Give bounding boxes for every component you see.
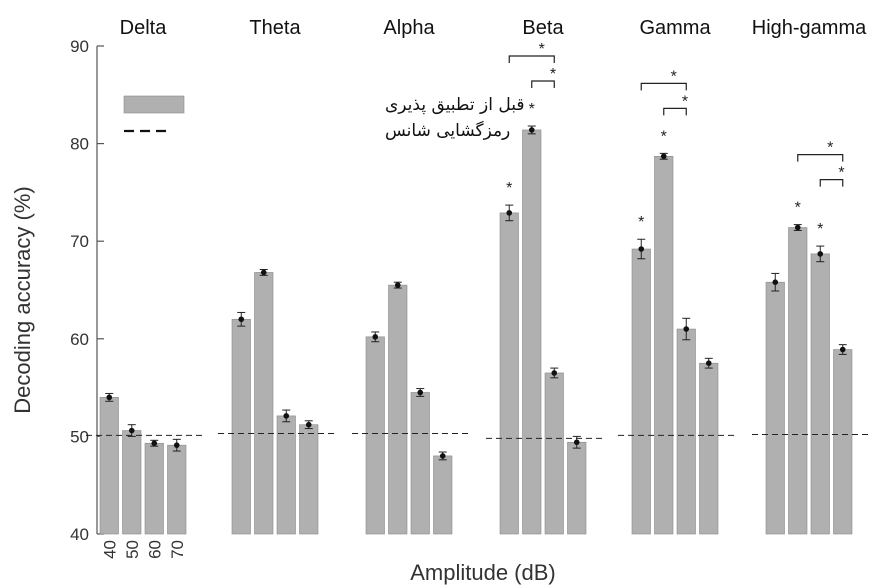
group-gamma: Gamma * * * * <box>618 17 736 535</box>
mean-point <box>705 360 712 367</box>
bar-alpha-50 <box>388 284 408 535</box>
group-label: High-gamma <box>752 17 867 39</box>
mean-point <box>683 326 690 332</box>
mean-point <box>394 282 401 288</box>
legend-bar-swatch <box>123 95 185 114</box>
y-axis: 40 50 60 70 80 90 <box>70 37 104 544</box>
bar-alpha-70 <box>433 455 453 535</box>
group-high-gamma: High-gamma * * * * <box>752 17 870 535</box>
mean-point <box>839 346 846 353</box>
bar-alpha-40 <box>365 336 385 535</box>
mean-point <box>772 279 779 285</box>
significance-bracket <box>640 82 687 91</box>
mean-point <box>283 413 290 419</box>
legend-chance-label: رمزگشایی شانس <box>385 120 510 141</box>
mean-point <box>372 334 379 340</box>
mean-point <box>151 440 158 447</box>
mean-point <box>506 210 513 216</box>
bar-theta-70 <box>299 424 319 535</box>
bar-gamma-50 <box>654 155 674 535</box>
bar-alpha-60 <box>410 392 430 535</box>
significance-star: * <box>817 221 823 238</box>
group-theta: Theta <box>218 17 336 535</box>
legend: قبل از تطبیق پذیری رمزگشایی شانس <box>123 95 524 141</box>
mean-point <box>305 421 312 428</box>
bracket-star: * <box>550 66 556 83</box>
bar-beta-50 <box>522 129 542 535</box>
mean-point <box>551 370 558 376</box>
significance-bracket <box>797 154 844 162</box>
mean-point <box>106 394 113 401</box>
x-tick-label-60: 60 <box>145 540 164 559</box>
bar-high-gamma-40 <box>765 281 785 535</box>
group-label: Beta <box>522 17 564 39</box>
significance-bracket <box>531 80 555 89</box>
bracket-star: * <box>671 68 677 85</box>
bar-gamma-70 <box>699 362 719 535</box>
group-alpha: Alpha <box>352 17 470 535</box>
bracket-star: * <box>838 165 844 182</box>
mean-point <box>794 224 801 231</box>
significance-star: * <box>529 101 535 118</box>
group-delta: Delta 40 50 60 70 <box>86 17 204 559</box>
group-label: Gamma <box>639 17 711 39</box>
mean-point <box>173 442 180 448</box>
y-tick-label-60: 60 <box>70 330 89 349</box>
significance-star: * <box>661 128 667 145</box>
bar-groups: Delta 40 50 60 70 Theta Alpha Beta * * * * Gamma * * * *… <box>86 17 870 559</box>
bar-gamma-60 <box>676 328 696 535</box>
group-label: Theta <box>249 17 301 39</box>
bar-delta-50 <box>122 430 142 535</box>
mean-point <box>417 389 424 396</box>
significance-star: * <box>506 180 512 197</box>
x-axis-label: Amplitude (dB) <box>410 560 556 585</box>
bracket-star: * <box>827 140 833 157</box>
group-label: Alpha <box>383 17 435 39</box>
mean-point <box>128 427 135 434</box>
significance-star: * <box>638 214 644 231</box>
y-tick-label-40: 40 <box>70 525 89 544</box>
x-tick-label-50: 50 <box>123 540 142 559</box>
mean-point <box>573 439 580 446</box>
bar-beta-70 <box>567 441 587 535</box>
significance-bracket <box>819 179 844 187</box>
mean-point <box>817 251 824 257</box>
mean-point <box>439 453 446 459</box>
bar-delta-70 <box>167 444 187 535</box>
bar-high-gamma-70 <box>833 349 853 535</box>
y-axis-label: Decoding accuracy (%) <box>10 186 35 413</box>
mean-point <box>260 269 267 276</box>
y-tick-label-90: 90 <box>70 37 89 56</box>
bar-delta-40 <box>99 397 119 535</box>
bar-theta-40 <box>231 318 251 535</box>
bar-beta-40 <box>499 212 519 535</box>
legend-bar-label: قبل از تطبیق پذیری <box>385 95 524 115</box>
bar-high-gamma-60 <box>810 253 830 535</box>
y-tick-label-70: 70 <box>70 232 89 251</box>
y-tick-label-80: 80 <box>70 135 89 154</box>
significance-star: * <box>795 200 801 217</box>
bar-theta-50 <box>254 272 274 535</box>
significance-bracket <box>508 55 555 64</box>
mean-point <box>638 246 645 252</box>
significance-bracket <box>663 107 687 116</box>
bar-gamma-40 <box>631 248 651 535</box>
mean-point <box>238 316 245 323</box>
bracket-star: * <box>539 41 545 58</box>
mean-point <box>528 127 535 133</box>
x-tick-label-70: 70 <box>168 540 187 559</box>
bracket-star: * <box>682 93 688 110</box>
x-tick-label-40: 40 <box>100 540 119 559</box>
mean-point <box>660 153 667 160</box>
bar-high-gamma-50 <box>788 227 808 535</box>
bar-delta-60 <box>144 442 164 535</box>
group-label: Delta <box>120 17 168 39</box>
y-tick-label-50: 50 <box>70 427 89 446</box>
group-beta: Beta * * * * <box>486 17 604 535</box>
bar-beta-60 <box>544 372 564 535</box>
